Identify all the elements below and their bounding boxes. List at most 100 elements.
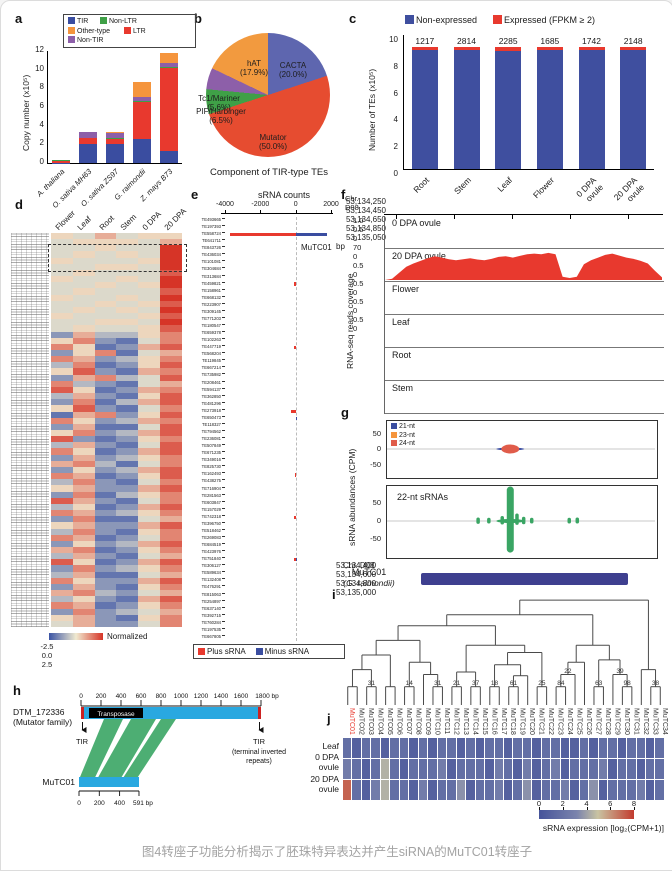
panel-e-axis <box>221 213 333 214</box>
dtm-name: DTM_172336 <box>13 707 65 717</box>
track-name: Leaf <box>392 317 410 327</box>
bar-A. thaliana <box>52 160 70 163</box>
heatmap-cell <box>561 759 570 780</box>
panel-g-te-bar <box>421 573 628 585</box>
ytick: -50 <box>359 534 381 543</box>
heatmap-cell <box>627 759 636 780</box>
tir-note2: repeats) <box>246 758 272 765</box>
te-tick <box>222 395 225 396</box>
heatmap-cell <box>513 759 522 780</box>
heatmap-cell <box>400 738 409 759</box>
scale-tick: 0 <box>79 693 83 700</box>
heatmap-cell <box>513 738 522 759</box>
count-label: 1217 <box>405 36 445 46</box>
figure-caption: 图4转座子功能分析揭示了胚珠特异表达并产生siRNA的MuTC01转座子 <box>1 841 672 860</box>
panel-e-annotation: MuTC01 <box>301 243 332 252</box>
position-label: 53,134,250 <box>336 197 396 206</box>
heatmap-cell <box>637 780 646 801</box>
panel-g-22nt-label: 22-nt sRNAs <box>397 492 448 502</box>
panel-g-te-label: MuTC01 <box>341 567 397 577</box>
column-label-Root: Root <box>97 214 115 232</box>
te-tick <box>222 571 225 572</box>
te-name: TE436034 <box>189 252 225 257</box>
heatmap-cell <box>352 780 361 801</box>
pie-label-line: hAT <box>222 59 286 68</box>
leaf-label-MuTC19: MuTC19 <box>519 708 526 735</box>
te-tick <box>222 352 225 353</box>
panel-e-title: sRNA counts <box>229 190 339 200</box>
heatmap-cell <box>447 780 456 801</box>
legend-item-24-nt: 24-nt <box>391 440 415 449</box>
Non-LTR-swatch <box>100 17 107 24</box>
panel-i-dendrogram: 3114312137186125842263983938MuTC01MuTC02… <box>335 587 669 737</box>
heatmap-cell <box>466 738 475 759</box>
track-ytick: 0 <box>353 306 380 315</box>
ytick: 0 <box>394 169 398 178</box>
colorbar-tickmark <box>563 807 564 810</box>
heatmap-cell <box>390 738 399 759</box>
heatmap-cell <box>599 738 608 759</box>
te-tick <box>222 578 225 579</box>
te-name: TE794562 <box>189 429 225 434</box>
plus-srna-bar <box>230 233 295 237</box>
colorbar-tickmark <box>634 807 635 810</box>
te-name: TE650473 <box>189 415 225 420</box>
row-label-line: ovule <box>293 785 339 795</box>
heatmap-cell <box>542 780 551 801</box>
te-name: TE223907 <box>189 302 225 307</box>
heatmap-cell <box>580 759 589 780</box>
track-name: 0 DPA ovule <box>392 218 441 228</box>
bar-20 DPA ovule <box>620 47 646 169</box>
count-label: 1685 <box>530 36 570 46</box>
blob-24nt <box>501 445 519 454</box>
heatmap-cell <box>51 621 73 627</box>
te-name: TE362850 <box>189 394 225 399</box>
count-label: 2814 <box>447 36 487 46</box>
te-tick <box>222 373 225 374</box>
heatmap-cell <box>390 759 399 780</box>
heatmap-cell <box>343 759 352 780</box>
heatmap-cell <box>485 759 494 780</box>
te-tick <box>222 585 225 586</box>
bar-O. sativa MH63 <box>79 132 97 163</box>
ytick: 6 <box>40 101 44 110</box>
heatmap-cell <box>637 738 646 759</box>
te-name: TE760284 <box>189 620 225 625</box>
bar-non-expressed <box>495 51 521 169</box>
bar-Z. mays B73 <box>160 53 178 163</box>
heatmap-cell <box>495 738 504 759</box>
dtm-family: (Mutator family) <box>13 717 72 727</box>
track-ytick: 0 <box>353 324 380 333</box>
te-name: TE481296 <box>189 401 225 406</box>
bottom-tick: 0 <box>77 800 81 807</box>
ytick: 50 <box>359 498 381 507</box>
ytick: 2 <box>40 138 44 147</box>
minus-srna-bar <box>296 233 328 237</box>
leaf-label-MuTC34: MuTC34 <box>661 708 668 735</box>
legend-item-23-nt: 23-nt <box>391 432 415 441</box>
te-name: TE825730 <box>189 464 225 469</box>
legend-item-Plus sRNA: Plus sRNA <box>198 647 246 656</box>
heatmap-cell <box>466 780 475 801</box>
track-ytick: 0.5 <box>353 225 380 234</box>
leaf-label-MuTC32: MuTC32 <box>642 708 649 735</box>
tir-right <box>258 707 261 719</box>
te-tick <box>222 267 225 268</box>
te-name: TE392715 <box>189 613 225 618</box>
swatch <box>198 648 205 655</box>
leaf-label-MuTC03: MuTC03 <box>367 708 374 735</box>
coverage-area <box>385 253 662 280</box>
ytick: 0 <box>40 157 44 166</box>
leaf-label-MuTC18: MuTC18 <box>509 708 516 735</box>
heatmap-cell <box>570 759 579 780</box>
pie-label-line: (6.5%) <box>189 116 253 125</box>
heatmap-cell <box>160 621 182 627</box>
te-tick <box>222 239 225 240</box>
panel-e-zero-line <box>296 217 297 641</box>
